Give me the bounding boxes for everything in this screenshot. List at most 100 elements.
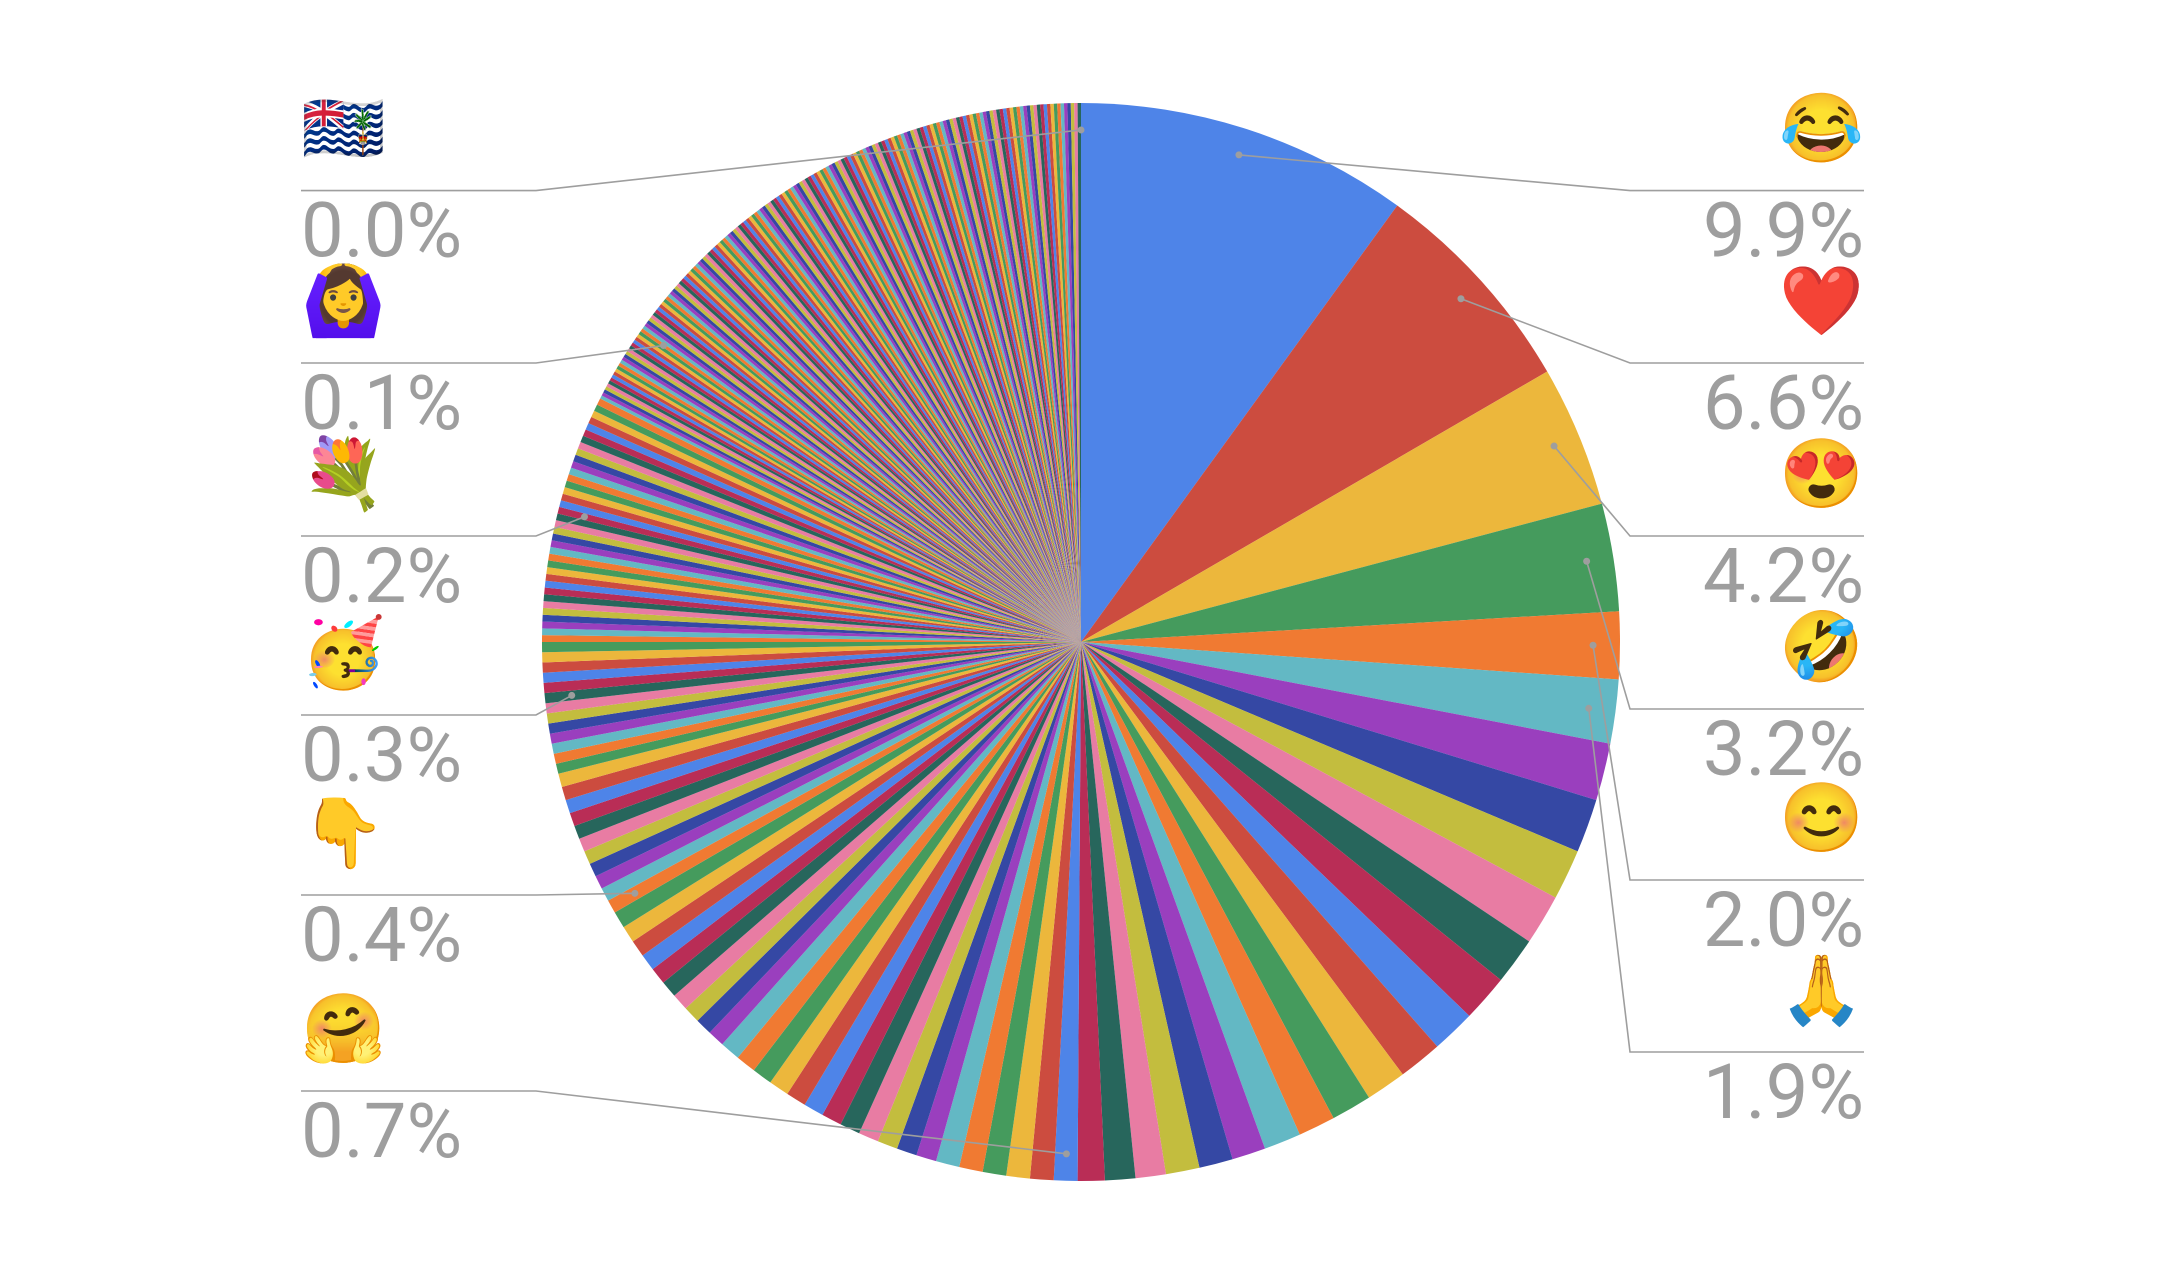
slice [542,635,1081,642]
slice [697,260,1081,642]
slice [546,567,1081,642]
slice [585,423,1081,642]
slice [676,283,1081,642]
leader-dot [1077,126,1085,134]
slice [942,120,1081,643]
slice [549,546,1081,642]
slice [551,642,1081,754]
slice [859,642,1081,1142]
slice [544,580,1081,642]
slice [727,233,1081,643]
slice [663,642,1081,996]
slice [608,642,1081,913]
slice [674,285,1081,642]
slice [884,138,1081,643]
value-label: 0.1% [301,358,462,448]
slice [550,540,1081,642]
slice [542,628,1081,642]
slice [979,112,1081,642]
slice [542,614,1081,642]
slice [629,345,1081,642]
slice [877,141,1081,642]
slice [922,125,1081,642]
slice [1081,642,1578,898]
slice [632,339,1081,642]
slice [1012,106,1081,643]
slice [1026,105,1081,643]
slice [1074,103,1081,643]
slice [574,642,1081,839]
slice [816,170,1081,642]
slice [577,442,1081,642]
slice [1081,642,1597,852]
value-label: 0.4% [301,890,462,980]
slice [804,177,1081,643]
slice [557,506,1081,642]
slice [840,642,1081,1134]
leader-dot [1550,442,1558,450]
slice [828,164,1081,642]
slice [709,248,1081,643]
slice [1029,642,1081,1181]
category-label: 🙏 [1779,950,1864,1030]
slice [992,109,1081,642]
slice [714,244,1081,642]
slice [737,224,1081,642]
slice [722,642,1081,1058]
slice [781,191,1081,642]
slice [1081,205,1548,642]
slice [778,193,1081,642]
slice [916,127,1081,643]
slice [589,642,1081,877]
slice [579,642,1081,852]
leader-line [1238,154,1864,192]
leader-line [301,516,585,537]
slice [588,416,1081,642]
slice [542,607,1081,642]
slice [648,317,1081,642]
slice [887,137,1081,642]
slice [613,371,1081,642]
slice [568,467,1081,642]
slice [1036,104,1081,642]
slice [775,195,1081,643]
slice [558,642,1081,787]
slice [548,553,1081,642]
slice [623,353,1081,642]
slice [667,293,1081,642]
slice [1081,642,1200,1175]
slice [761,205,1081,642]
slice [646,320,1081,642]
slice [871,144,1081,642]
slice [1002,108,1081,642]
leader-line [301,694,573,716]
value-label: 0.2% [301,531,462,621]
category-label: 👇 [301,793,386,873]
slice [1081,642,1334,1135]
slice [916,642,1081,1162]
category-label: 🥳 [301,612,386,693]
leader-dot [1583,557,1591,565]
slice [1081,642,1470,1047]
slice [573,454,1081,642]
slice [561,642,1081,801]
slice [1081,642,1530,980]
slice [913,128,1081,642]
slice [644,322,1081,642]
slice [600,395,1081,642]
slice [601,392,1081,642]
slice [737,642,1081,1071]
slice [1081,642,1136,1181]
slice [1019,106,1081,642]
slice [1060,103,1081,643]
slice [663,298,1081,642]
slice [822,642,1081,1125]
slice [1081,642,1611,801]
slice [544,642,1081,704]
slice [989,110,1081,642]
slice [543,601,1081,642]
slice [542,621,1081,642]
category-label: 🇮🇴 [301,89,386,169]
slice [1043,104,1081,642]
